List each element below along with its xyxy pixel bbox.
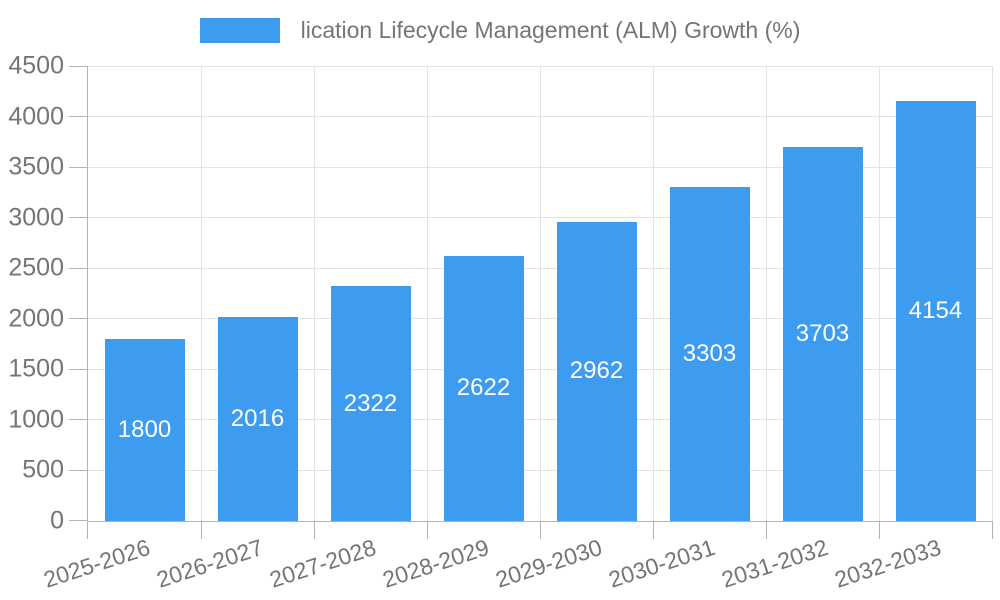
- y-axis-label: 4000: [8, 102, 64, 131]
- y-axis-tick: [69, 368, 88, 370]
- x-axis-label: 2025-2026: [39, 534, 153, 593]
- x-axis-label: 2031-2032: [717, 534, 831, 593]
- x-axis-label: 2030-2031: [604, 534, 718, 593]
- bar: 4154: [895, 101, 976, 521]
- bar-value-label: 4154: [908, 297, 963, 324]
- bar-value-label: 3303: [682, 340, 737, 368]
- gridline-vertical: [765, 66, 767, 521]
- gridline-vertical: [878, 66, 880, 521]
- y-axis-label: 4500: [8, 51, 64, 80]
- x-axis-tick: [652, 521, 654, 539]
- x-axis-label: 2027-2028: [265, 534, 379, 593]
- y-axis-label: 1500: [8, 354, 64, 383]
- y-axis-tick: [69, 469, 88, 471]
- gridline-vertical: [200, 66, 202, 521]
- y-axis-label: 500: [22, 455, 64, 484]
- bar-value-label: 2622: [456, 374, 511, 402]
- y-axis-label: 1000: [8, 405, 64, 434]
- x-axis-tick: [87, 521, 88, 539]
- y-axis-label: 2500: [8, 253, 64, 282]
- x-axis-tick: [200, 521, 202, 539]
- x-axis-tick: [313, 521, 315, 539]
- bar: 2622: [443, 255, 524, 521]
- y-axis-tick: [69, 217, 88, 219]
- y-axis-tick: [69, 419, 88, 421]
- x-axis-tick: [426, 521, 428, 539]
- bar-value-label: 2962: [569, 357, 624, 385]
- y-axis-label: 0: [50, 506, 64, 535]
- y-axis-tick: [69, 318, 88, 320]
- bar: 3703: [782, 146, 863, 521]
- y-axis-label: 2000: [8, 304, 64, 333]
- bar-value-label: 1800: [117, 416, 172, 443]
- y-axis-tick: [69, 520, 88, 521]
- gridline-vertical: [652, 66, 654, 521]
- x-axis-label: 2028-2029: [378, 534, 492, 593]
- bar-value-label: 2016: [230, 405, 285, 433]
- y-axis-tick: [69, 166, 88, 168]
- bar: 2322: [330, 286, 411, 521]
- x-axis-tick: [991, 521, 993, 539]
- x-axis-label: 2029-2030: [491, 534, 605, 593]
- gridline-vertical: [426, 66, 428, 521]
- x-axis-label: 2032-2033: [830, 534, 944, 593]
- y-axis-tick: [69, 116, 88, 118]
- bar: 2962: [556, 221, 637, 521]
- y-axis-tick: [69, 267, 88, 269]
- plot-area: 0 500 1000 1500 2000 2500 3000 3500 4000 4500 1800…: [8, 52, 993, 593]
- x-axis-tick: [539, 521, 541, 539]
- x-axis-tick: [878, 521, 880, 539]
- bar: 1800: [104, 339, 185, 521]
- x-axis-label: 2026-2027: [152, 534, 266, 593]
- gridline-vertical: [991, 66, 993, 521]
- y-axis-label: 3000: [8, 203, 64, 232]
- chart-title: lication Lifecycle Management (ALM) Grow…: [300, 17, 801, 43]
- gridline-vertical: [539, 66, 541, 521]
- x-axis-tick: [765, 521, 767, 539]
- legend: lication Lifecycle Management (ALM) Grow…: [0, 17, 1000, 44]
- y-axis-label: 3500: [8, 152, 64, 181]
- legend-swatch-icon: [199, 18, 280, 43]
- gridline-vertical: [313, 66, 315, 521]
- bar-value-label: 2322: [343, 389, 398, 417]
- bar-value-label: 3703: [795, 319, 850, 347]
- y-axis-tick: [69, 65, 88, 67]
- legend-item[interactable]: lication Lifecycle Management (ALM) Grow…: [199, 17, 801, 44]
- bar: 3303: [669, 187, 750, 521]
- bar: 2016: [217, 317, 298, 521]
